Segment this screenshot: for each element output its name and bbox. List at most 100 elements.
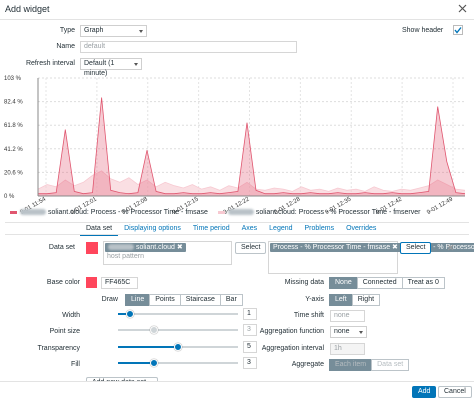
field-label: Aggregation function [259, 328, 324, 335]
tag-text: soliant.cloud [135, 244, 175, 251]
item-multiselect[interactable]: Process - % Processor Time - fmsase ✖Pro… [268, 241, 474, 274]
field-label: Aggregation interval [261, 345, 324, 352]
legend-label: soliant.cloud: Process - % Processor Tim… [255, 209, 421, 216]
close-button[interactable] [458, 4, 467, 13]
tab-bar: Data set Displaying options Time period Axe… [80, 223, 382, 236]
toggle-button[interactable]: Treat as 0 [401, 277, 445, 289]
toggle-button[interactable]: Left [329, 294, 353, 306]
slider-value: 3 [243, 324, 257, 336]
cancel-button[interactable]: Cancel [438, 386, 472, 398]
toggle-button[interactable]: Bar [219, 294, 243, 306]
aggregation-select[interactable]: none [330, 326, 367, 338]
y-tick-label: 61.8 % [4, 123, 23, 129]
host-multiselect[interactable]: soliant.cloud ✖ host pattern [103, 241, 232, 265]
field-label: Name [56, 43, 75, 50]
show-header-checkbox[interactable] [453, 25, 463, 35]
add-button[interactable]: Add [412, 386, 437, 398]
field-label: Missing data [284, 279, 324, 286]
color-input[interactable]: FF465C [101, 277, 138, 289]
toggle-button[interactable]: Staircase [179, 294, 221, 306]
toggle-button[interactable]: Line [125, 294, 151, 306]
color-swatch[interactable] [86, 277, 97, 288]
aggregation-interval-input: 1h [330, 343, 365, 355]
dialog-title: Add widget [5, 4, 50, 14]
toggle-button[interactable]: Connected [356, 277, 403, 289]
slider-fill [118, 362, 154, 364]
y-tick-label: 41.2 % [4, 147, 23, 153]
field-label: Transparency [37, 345, 80, 352]
blurred-host [227, 209, 254, 216]
tab[interactable]: Problems [304, 225, 335, 232]
field-label: Data set [48, 244, 75, 251]
slider-fill [118, 346, 178, 348]
slider-track [118, 362, 238, 364]
field-label: Show header [402, 27, 444, 34]
slider-track [118, 329, 238, 331]
slider-thumb[interactable] [150, 359, 158, 367]
legend-swatch [10, 210, 17, 214]
placeholder: host pattern [107, 253, 144, 260]
footer [0, 381, 474, 402]
field-label: Aggregate [291, 361, 324, 368]
field-label: Fill [71, 361, 80, 368]
divider [5, 234, 469, 235]
field-label: Base color [46, 279, 80, 286]
legend: soliant.cloud: Process - % Processor Tim… [10, 209, 430, 216]
slider-fill [118, 313, 130, 315]
field-label: Point size [49, 328, 80, 335]
y-tick-label: 20.6 % [4, 170, 23, 176]
slider-track [118, 313, 238, 315]
slider-thumb [150, 326, 158, 334]
divider [5, 222, 469, 223]
field-label: Width [62, 312, 80, 319]
legend-item: soliant.cloud: Process - % Processor Tim… [10, 209, 208, 216]
slider-value[interactable]: 3 [243, 357, 257, 369]
tag-text: Process - % Processor Time - fmsase [273, 244, 391, 251]
toggle-button: Each item [329, 359, 373, 371]
time-shift-input[interactable]: none [330, 310, 365, 322]
tab[interactable]: Overrides [346, 225, 377, 232]
y-tick-label: 103 % [4, 76, 22, 82]
name-input[interactable]: default [80, 41, 297, 53]
field-label: Draw [101, 296, 118, 303]
item-tag: Process - % Processor Time - fmsase ✖ [270, 243, 401, 252]
slider-thumb[interactable] [174, 343, 182, 351]
remove-data-set[interactable] [447, 244, 454, 251]
select-button[interactable]: Select [400, 242, 432, 254]
color-swatch[interactable] [86, 242, 98, 254]
toggle-button: Data set [371, 359, 410, 371]
graph-preview: 103 %82.4 %61.8 %41.2 %20.6 %0 % 9-01 11:… [4, 76, 466, 216]
refresh-select[interactable]: Default (1 minute) [80, 58, 142, 77]
toggle-button[interactable]: Right [351, 294, 381, 306]
slider-value[interactable]: 5 [243, 341, 257, 353]
item-tag: Process - % Processor Time - fmserver ✖ [402, 243, 474, 252]
series-area [38, 97, 465, 196]
button-group: Left Right [329, 294, 381, 306]
blurred-host [20, 209, 46, 216]
tag-text: Process - % Processor Time - fmserver [406, 244, 474, 251]
toggle-button[interactable]: Points [149, 294, 181, 306]
tab[interactable]: Axes [241, 225, 258, 232]
button-group: Each item Data set [329, 359, 410, 371]
button-group: Line Points Staircase Bar [125, 294, 243, 306]
y-tick-label: 82.4 % [4, 100, 23, 106]
type-select[interactable]: Graph [80, 25, 147, 37]
y-tick-label: 0 % [4, 194, 15, 200]
field-label: Time shift [293, 312, 324, 319]
legend-swatch [217, 210, 225, 214]
slider-thumb[interactable] [126, 310, 134, 318]
select-button[interactable]: Select [235, 242, 267, 254]
series-line [38, 97, 466, 195]
tab[interactable]: Legend [269, 225, 293, 232]
button-group: None Connected Treat as 0 [329, 277, 445, 289]
legend-item: soliant.cloud: Process - % Processor Tim… [217, 209, 421, 216]
slider-value[interactable]: 1 [243, 308, 257, 320]
field-label: Type [59, 27, 75, 34]
toggle-button[interactable]: None [329, 277, 358, 289]
divider [0, 19, 474, 20]
tab[interactable]: Time period [192, 225, 230, 232]
field-label: Y-axis [305, 296, 324, 303]
tab[interactable]: Displaying options [124, 225, 181, 232]
tab[interactable]: Data set [80, 223, 119, 236]
